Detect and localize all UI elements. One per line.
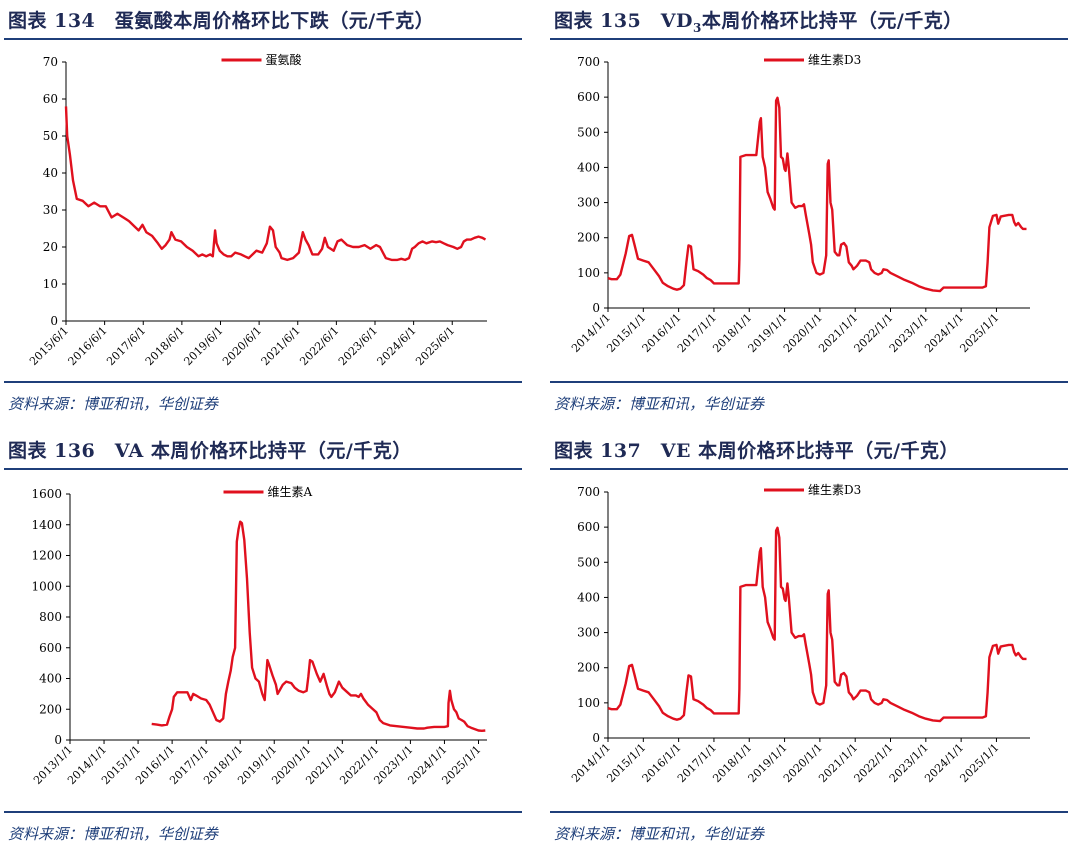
x-tick-label: 2025/1/1 [957,311,1001,355]
chart-panel-ve: 图表 137 VE 本周价格环比持平（元/千克） 0 100 200 300 400 50… [546,430,1068,856]
y-tick-label: 70 [43,55,58,69]
y-tick-label: 0 [50,314,58,328]
y-tick-label: 200 [39,702,62,716]
chart-title: 图表 137 VE 本周价格环比持平（元/千克） [554,440,960,462]
line-chart-vd3: 01002003004005006007002014/1/12015/1/120… [569,53,1030,355]
line-chart-va: 020040060080010001200140016002013/1/1201… [31,485,487,787]
source-note: 资料来源：博亚和讯，华创证券 [554,825,765,843]
line-chart-ve: 01002003004005006007002014/1/12015/1/120… [569,483,1030,785]
chart-title: 图表 135 VD3本周价格环比持平（元/千克） [554,6,963,35]
source-rule [550,381,1068,383]
y-tick-label: 300 [577,626,600,640]
x-tick-label: 2019/6/1 [181,324,225,368]
x-tick-label: 2015/6/1 [27,324,71,368]
title-rule [4,38,522,40]
y-tick-label: 1400 [31,518,62,532]
source-rule [550,811,1068,813]
y-tick-label: 10 [43,277,58,291]
title-rule [4,468,522,470]
x-tick-label: 2021/6/1 [259,324,303,368]
x-tick-label: 2024/6/1 [375,324,419,368]
title-rule [550,38,1068,40]
y-tick-label: 500 [577,555,600,569]
source-note: 资料来源：博亚和讯，华创证券 [554,395,765,413]
source-rule [4,381,522,383]
x-tick-label: 2022/6/1 [297,324,341,368]
legend-label: 蛋氨酸 [266,52,302,67]
y-tick-label: 800 [39,610,62,624]
y-tick-label: 50 [43,129,58,143]
series-line [607,96,1027,293]
chart-panel-va: 图表 136 VA 本周价格环比持平（元/千克） 0 200 400 600 800 10… [0,430,522,856]
chart-panel-methionine: 图表 134 蛋氨酸本周价格环比下跌（元/千克） 0 10 20 30 40 50 60 70… [0,0,522,426]
y-tick-label: 1000 [31,579,62,593]
x-tick-label: 2020/6/1 [220,324,264,368]
y-tick-label: 20 [43,240,58,254]
y-tick-label: 200 [577,661,600,675]
y-tick-label: 1200 [31,549,62,563]
y-tick-label: 100 [577,696,600,710]
y-tick-label: 700 [577,485,600,499]
y-tick-label: 400 [577,590,600,604]
series-line [607,526,1027,723]
y-tick-label: 0 [592,301,600,315]
y-tick-label: 0 [54,733,62,747]
y-tick-label: 1600 [31,487,62,501]
y-tick-label: 700 [577,55,600,69]
y-tick-label: 600 [577,90,600,104]
legend-label: 维生素D3 [808,53,861,67]
title-subscript: 3 [693,20,702,35]
y-tick-label: 0 [592,731,600,745]
y-tick-label: 200 [577,231,600,245]
chart-title: 图表 134 蛋氨酸本周价格环比下跌（元/千克） [8,10,435,32]
source-rule [4,811,522,813]
source-note: 资料来源：博亚和讯，华创证券 [8,395,219,413]
legend-label: 维生素A [268,485,313,499]
y-tick-label: 600 [577,520,600,534]
x-tick-label: 2017/6/1 [104,324,148,368]
source-note: 资料来源：博亚和讯，华创证券 [8,825,219,843]
line-chart-methionine: 0102030405060702015/6/12016/6/12017/6/12… [27,52,487,368]
y-tick-label: 400 [39,672,62,686]
series-line [151,520,486,732]
x-tick-label: 2025/6/1 [413,324,457,368]
legend-label: 维生素D3 [808,483,861,497]
y-tick-label: 400 [577,160,600,174]
y-tick-label: 600 [39,641,62,655]
title-rule [550,468,1068,470]
x-tick-label: 2023/6/1 [336,324,380,368]
title-rest: 本周价格环比持平（元/千克） [701,10,963,32]
x-tick-label: 2025/1/1 [957,741,1001,785]
title-main: 图表 135 VD [554,10,693,32]
x-tick-label: 2016/6/1 [66,324,110,368]
x-tick-label: 2018/6/1 [143,324,187,368]
y-tick-label: 40 [43,166,58,180]
chart-panel-vd3: 图表 135 VD3本周价格环比持平（元/千克） 0 100 200 300 400 50… [546,0,1068,426]
series-line [64,106,487,262]
y-tick-label: 100 [577,266,600,280]
y-tick-label: 30 [43,203,58,217]
chart-title: 图表 136 VA 本周价格环比持平（元/千克） [8,440,412,462]
y-tick-label: 300 [577,196,600,210]
y-tick-label: 60 [43,92,58,106]
y-tick-label: 500 [577,125,600,139]
